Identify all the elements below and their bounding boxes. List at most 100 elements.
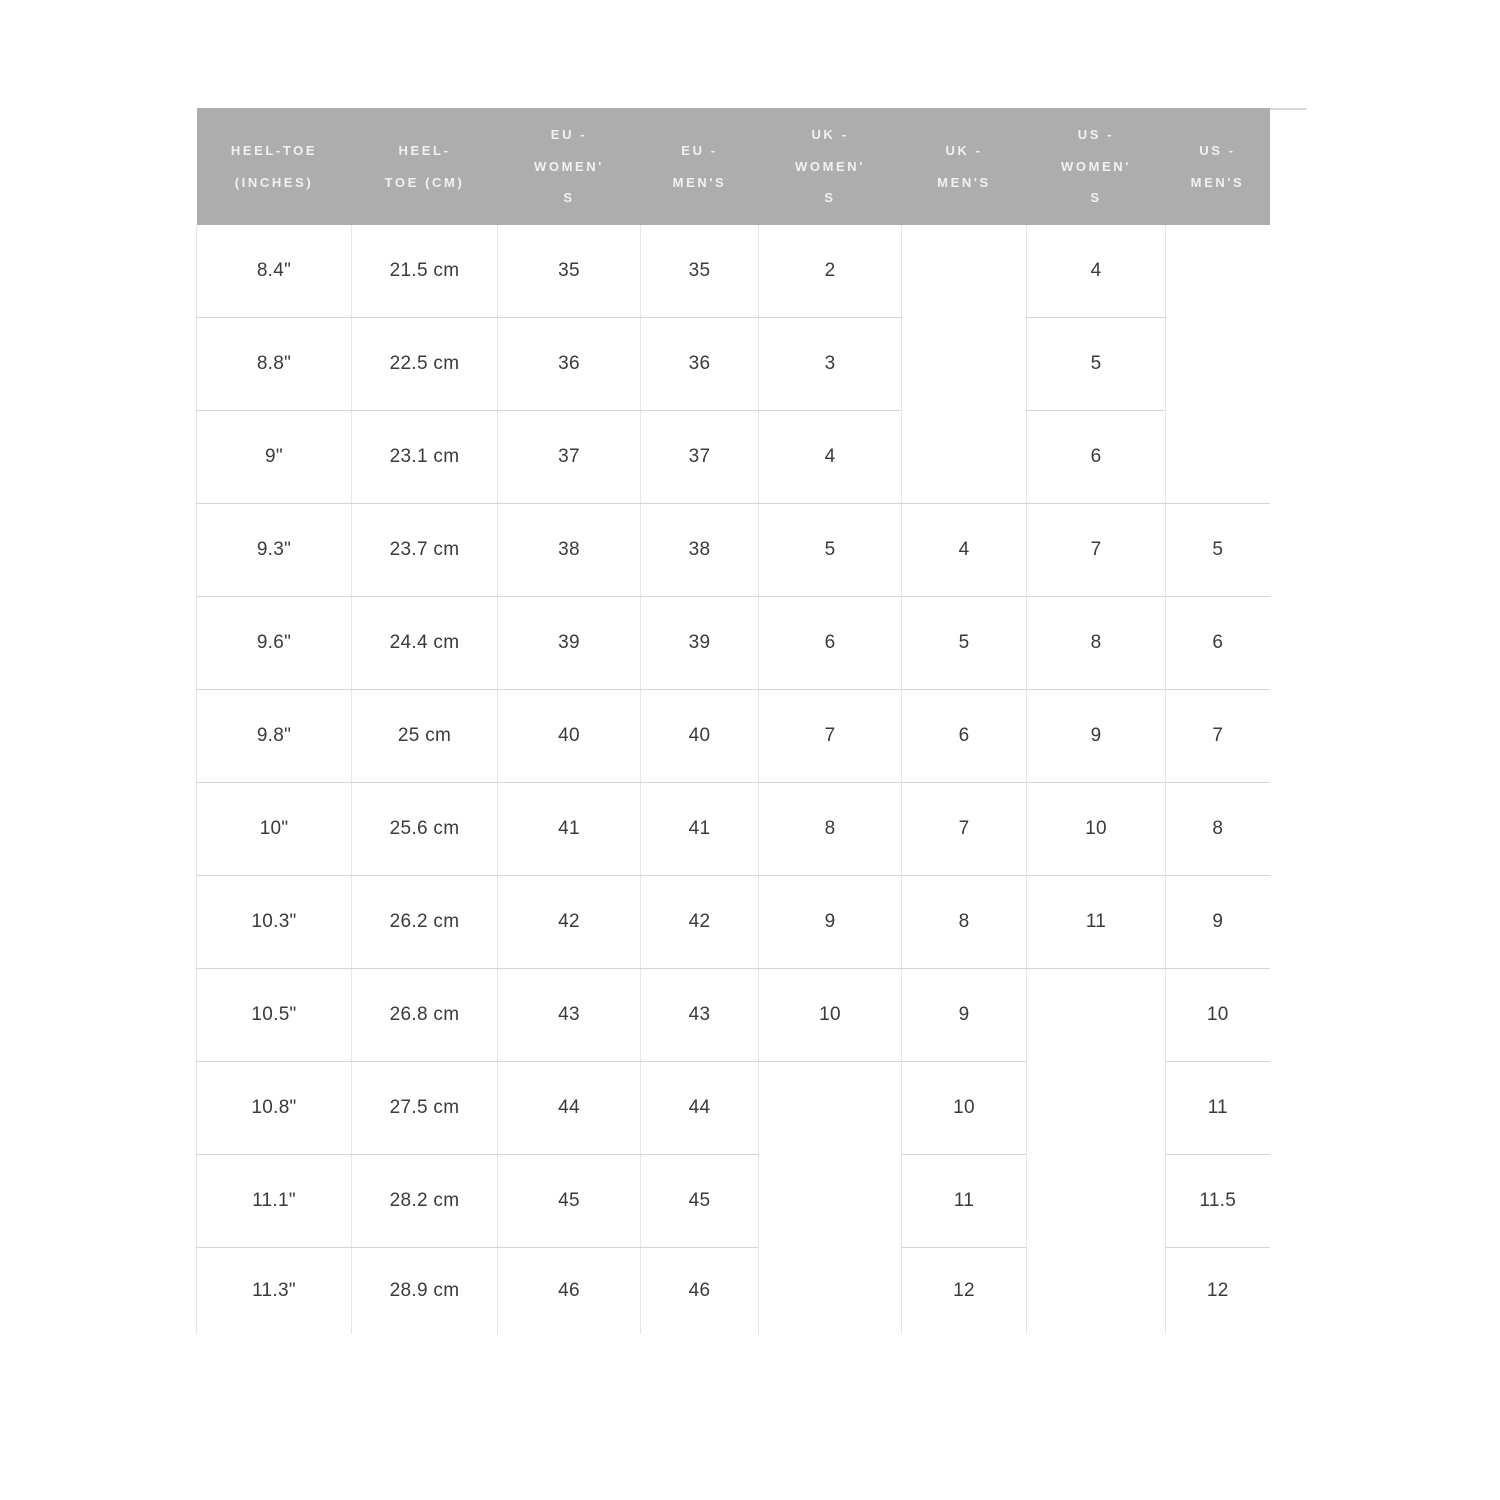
cell-heel-toe-cm: 23.1 cm (351, 410, 498, 504)
cell-uk-mens: 8 (901, 875, 1027, 969)
cell-us-mens: 10 (1165, 968, 1270, 1062)
table-row: 11.3" 28.9 cm 46 46 12 12 (196, 1247, 1270, 1334)
table-row: 9" 23.1 cm 37 37 4 6 (196, 410, 1270, 504)
cell-eu-womens: 46 (497, 1247, 641, 1334)
cell-us-womens: 7 (1026, 503, 1166, 597)
table-row: 10" 25.6 cm 41 41 8 7 10 8 (196, 782, 1270, 876)
cell-heel-toe-inches: 9.6" (196, 596, 352, 690)
cell-heel-toe-cm: 24.4 cm (351, 596, 498, 690)
cell-heel-toe-cm: 26.8 cm (351, 968, 498, 1062)
table-top-border-stub (1269, 108, 1307, 110)
cell-eu-womens: 35 (497, 225, 641, 318)
table-row: 9.8" 25 cm 40 40 7 6 9 7 (196, 689, 1270, 783)
cell-uk-mens: 9 (901, 968, 1027, 1062)
column-header-heel-toe-cm: HEEL- TOE (CM) (351, 108, 498, 225)
cell-eu-mens: 44 (640, 1061, 759, 1155)
cell-heel-toe-inches: 11.3" (196, 1247, 352, 1334)
column-header-us-mens: US - MEN'S (1165, 108, 1270, 225)
cell-us-womens: 8 (1026, 596, 1166, 690)
cell-eu-womens: 42 (497, 875, 641, 969)
cell-heel-toe-cm: 23.7 cm (351, 503, 498, 597)
cell-eu-mens: 40 (640, 689, 759, 783)
cell-uk-womens: 7 (758, 689, 902, 783)
size-conversion-table: HEEL-TOE (INCHES) HEEL- TOE (CM) EU - WO… (196, 108, 1270, 1334)
cell-uk-womens: 9 (758, 875, 902, 969)
cell-heel-toe-inches: 10" (196, 782, 352, 876)
table-row: 8.4" 21.5 cm 35 35 2 4 (196, 225, 1270, 504)
cell-us-mens: 6 (1165, 596, 1270, 690)
table-row: 8.8" 22.5 cm 36 36 3 5 (196, 317, 1270, 411)
cell-us-mens: 11 (1165, 1061, 1270, 1155)
table-row: 9.3" 23.7 cm 38 38 5 4 7 5 (196, 503, 1270, 597)
cell-heel-toe-inches: 9.8" (196, 689, 352, 783)
cell-us-mens-merged-empty (1165, 225, 1270, 504)
table-body: 8.4" 21.5 cm 35 35 2 4 8.8" 22.5 cm 36 3… (196, 225, 1270, 1334)
cell-eu-mens: 42 (640, 875, 759, 969)
cell-heel-toe-cm: 26.2 cm (351, 875, 498, 969)
cell-uk-womens: 4 (758, 410, 902, 504)
cell-uk-mens: 7 (901, 782, 1027, 876)
cell-us-womens: 9 (1026, 689, 1166, 783)
table-row: 10.3" 26.2 cm 42 42 9 8 11 9 (196, 875, 1270, 969)
cell-uk-womens: 8 (758, 782, 902, 876)
cell-eu-womens: 43 (497, 968, 641, 1062)
column-header-us-womens: US - WOMEN' S (1026, 108, 1166, 225)
cell-eu-mens: 37 (640, 410, 759, 504)
cell-us-mens: 7 (1165, 689, 1270, 783)
cell-eu-mens: 43 (640, 968, 759, 1062)
cell-heel-toe-cm: 21.5 cm (351, 225, 498, 318)
cell-heel-toe-cm: 25 cm (351, 689, 498, 783)
cell-heel-toe-inches: 8.4" (196, 225, 352, 318)
column-header-eu-mens: EU - MEN'S (640, 108, 759, 225)
cell-uk-womens-merged-empty (758, 1061, 902, 1334)
cell-us-womens-merged-empty (1026, 968, 1166, 1334)
header-row: HEEL-TOE (INCHES) HEEL- TOE (CM) EU - WO… (196, 108, 1270, 225)
cell-heel-toe-inches: 9.3" (196, 503, 352, 597)
cell-uk-mens: 11 (901, 1154, 1027, 1248)
cell-eu-womens: 36 (497, 317, 641, 411)
column-header-uk-mens: UK - MEN'S (901, 108, 1027, 225)
cell-uk-womens: 10 (758, 968, 902, 1062)
column-header-uk-womens: UK - WOMEN' S (758, 108, 902, 225)
column-header-heel-toe-inches: HEEL-TOE (INCHES) (196, 108, 352, 225)
cell-eu-mens: 45 (640, 1154, 759, 1248)
cell-uk-mens-merged-empty (901, 225, 1027, 504)
cell-us-womens: 11 (1026, 875, 1166, 969)
cell-eu-mens: 38 (640, 503, 759, 597)
cell-us-womens: 5 (1026, 317, 1166, 411)
cell-eu-womens: 44 (497, 1061, 641, 1155)
table-row: 11.1" 28.2 cm 45 45 11 11.5 (196, 1154, 1270, 1248)
cell-eu-mens: 41 (640, 782, 759, 876)
cell-us-womens: 4 (1026, 225, 1166, 318)
cell-heel-toe-cm: 22.5 cm (351, 317, 498, 411)
cell-eu-mens: 39 (640, 596, 759, 690)
cell-heel-toe-inches: 10.8" (196, 1061, 352, 1155)
cell-heel-toe-inches: 8.8" (196, 317, 352, 411)
cell-us-mens: 9 (1165, 875, 1270, 969)
cell-us-mens: 5 (1165, 503, 1270, 597)
cell-heel-toe-inches: 10.5" (196, 968, 352, 1062)
cell-us-mens: 12 (1165, 1247, 1270, 1334)
cell-us-womens: 10 (1026, 782, 1166, 876)
cell-us-womens: 6 (1026, 410, 1166, 504)
table-header: HEEL-TOE (INCHES) HEEL- TOE (CM) EU - WO… (196, 108, 1270, 225)
cell-uk-womens: 2 (758, 225, 902, 318)
cell-uk-mens: 12 (901, 1247, 1027, 1334)
cell-uk-mens: 5 (901, 596, 1027, 690)
cell-heel-toe-inches: 10.3" (196, 875, 352, 969)
cell-eu-womens: 40 (497, 689, 641, 783)
column-header-eu-womens: EU - WOMEN' S (497, 108, 641, 225)
table-row: 10.5" 26.8 cm 43 43 10 9 10 (196, 968, 1270, 1334)
cell-heel-toe-cm: 28.9 cm (351, 1247, 498, 1334)
cell-eu-womens: 39 (497, 596, 641, 690)
cell-eu-mens: 46 (640, 1247, 759, 1334)
cell-eu-womens: 41 (497, 782, 641, 876)
table-row: 9.6" 24.4 cm 39 39 6 5 8 6 (196, 596, 1270, 690)
cell-heel-toe-cm: 25.6 cm (351, 782, 498, 876)
cell-heel-toe-inches: 9" (196, 410, 352, 504)
cell-uk-mens: 10 (901, 1061, 1027, 1155)
cell-heel-toe-cm: 28.2 cm (351, 1154, 498, 1248)
cell-heel-toe-cm: 27.5 cm (351, 1061, 498, 1155)
cell-eu-mens: 35 (640, 225, 759, 318)
